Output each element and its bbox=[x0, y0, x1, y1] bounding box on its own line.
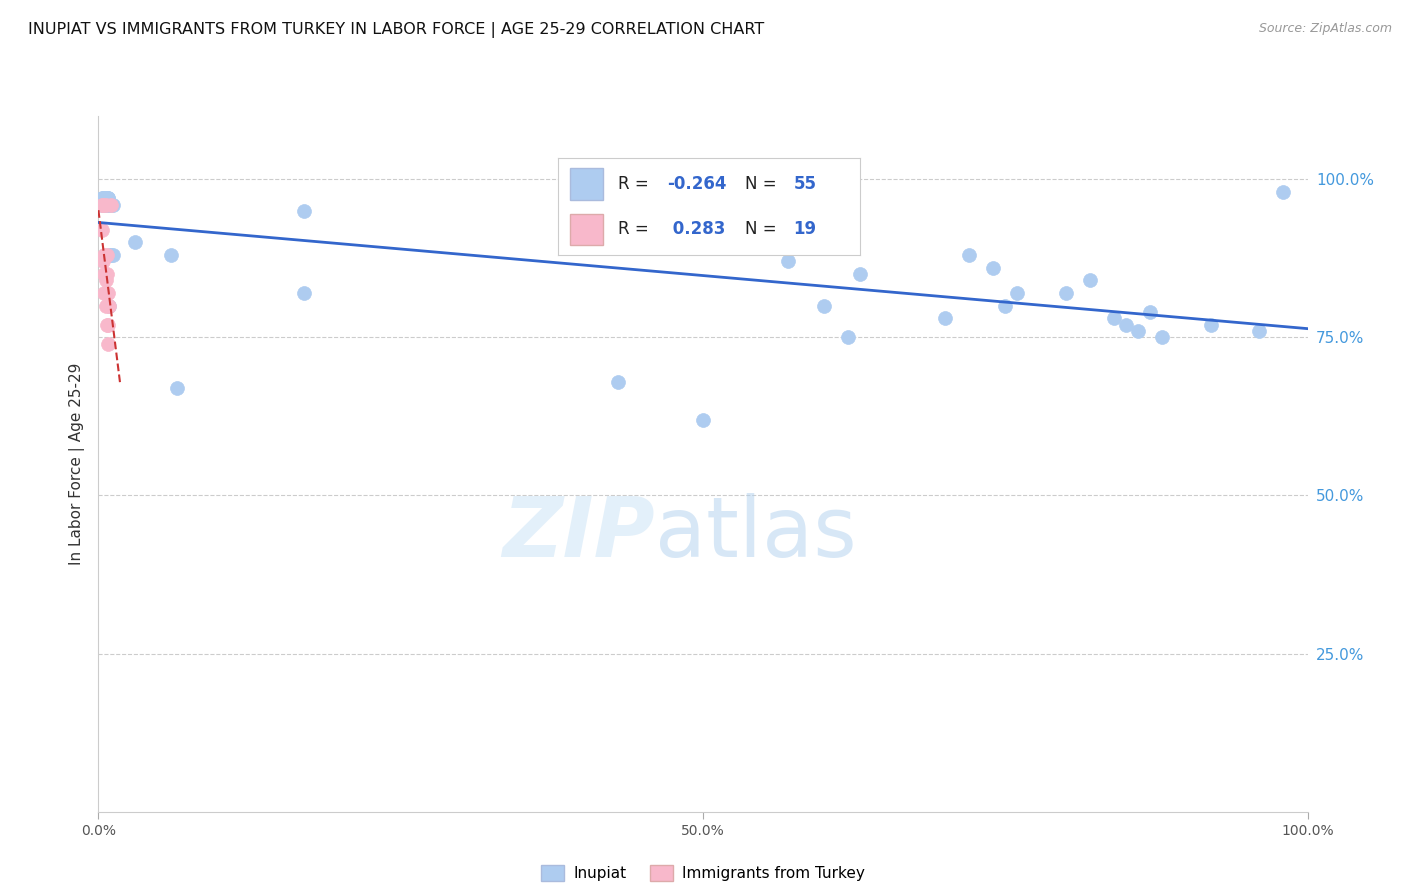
Point bbox=[1054, 286, 1077, 301]
Text: -0.264: -0.264 bbox=[666, 175, 727, 193]
Point bbox=[837, 330, 859, 344]
Point bbox=[91, 197, 114, 211]
Text: INUPIAT VS IMMIGRANTS FROM TURKEY IN LABOR FORCE | AGE 25-29 CORRELATION CHART: INUPIAT VS IMMIGRANTS FROM TURKEY IN LAB… bbox=[28, 22, 765, 38]
Point bbox=[101, 197, 124, 211]
Point bbox=[93, 197, 115, 211]
Point bbox=[97, 191, 120, 205]
Point bbox=[934, 311, 956, 326]
Point bbox=[91, 254, 114, 268]
Point bbox=[96, 286, 118, 301]
Point bbox=[91, 197, 114, 211]
Point bbox=[98, 299, 121, 313]
Point bbox=[994, 299, 1017, 313]
Text: 0.283: 0.283 bbox=[666, 219, 725, 238]
Point bbox=[100, 197, 122, 211]
Point bbox=[100, 197, 122, 211]
Point bbox=[292, 203, 315, 218]
Text: ZIP: ZIP bbox=[502, 493, 655, 574]
Point bbox=[96, 197, 118, 211]
Point bbox=[94, 197, 117, 211]
Point bbox=[1115, 318, 1137, 332]
Point bbox=[93, 286, 115, 301]
Point bbox=[96, 267, 118, 281]
Point bbox=[97, 318, 120, 332]
Point bbox=[160, 248, 183, 262]
Text: 19: 19 bbox=[793, 219, 817, 238]
Point bbox=[813, 299, 835, 313]
Point bbox=[93, 248, 115, 262]
Point bbox=[91, 197, 114, 211]
Text: atlas: atlas bbox=[655, 493, 856, 574]
Point bbox=[166, 381, 188, 395]
Point bbox=[96, 318, 118, 332]
Point bbox=[96, 197, 118, 211]
Bar bbox=[569, 169, 603, 200]
Point bbox=[94, 299, 117, 313]
Point bbox=[1102, 311, 1125, 326]
Point bbox=[94, 273, 117, 287]
Y-axis label: In Labor Force | Age 25-29: In Labor Force | Age 25-29 bbox=[69, 363, 84, 565]
Text: R =: R = bbox=[619, 219, 650, 238]
Point bbox=[1199, 318, 1222, 332]
Text: N =: N = bbox=[745, 219, 778, 238]
Point bbox=[124, 235, 146, 250]
Point bbox=[91, 191, 114, 205]
Point bbox=[607, 375, 630, 389]
Point bbox=[96, 197, 118, 211]
Point bbox=[1272, 185, 1295, 199]
Point bbox=[93, 267, 115, 281]
Point bbox=[98, 299, 121, 313]
Point bbox=[97, 286, 120, 301]
Point bbox=[94, 191, 117, 205]
Point bbox=[94, 191, 117, 205]
Point bbox=[1139, 305, 1161, 319]
Point bbox=[100, 248, 122, 262]
Bar bbox=[569, 214, 603, 245]
Point bbox=[97, 191, 120, 205]
Point bbox=[97, 197, 120, 211]
Text: Source: ZipAtlas.com: Source: ZipAtlas.com bbox=[1258, 22, 1392, 36]
Point bbox=[91, 191, 114, 205]
Point bbox=[96, 191, 118, 205]
Point bbox=[93, 197, 115, 211]
Point bbox=[957, 248, 980, 262]
Text: N =: N = bbox=[745, 175, 778, 193]
Point bbox=[94, 197, 117, 211]
Point bbox=[96, 197, 118, 211]
Point bbox=[91, 197, 114, 211]
Point bbox=[692, 412, 714, 426]
Text: R =: R = bbox=[619, 175, 650, 193]
Point bbox=[97, 336, 120, 351]
Point bbox=[1152, 330, 1174, 344]
Point bbox=[1249, 324, 1271, 338]
Point bbox=[1078, 273, 1101, 287]
Point bbox=[94, 197, 117, 211]
Point bbox=[776, 254, 799, 268]
Point bbox=[98, 248, 121, 262]
Point bbox=[1007, 286, 1029, 301]
Text: 55: 55 bbox=[793, 175, 817, 193]
Point bbox=[981, 260, 1004, 275]
Point bbox=[849, 267, 872, 281]
Point bbox=[97, 197, 120, 211]
Point bbox=[91, 223, 114, 237]
Point bbox=[96, 197, 118, 211]
Point bbox=[292, 286, 315, 301]
Point bbox=[101, 248, 124, 262]
Point bbox=[96, 248, 118, 262]
Point bbox=[1128, 324, 1150, 338]
Point bbox=[93, 197, 115, 211]
Legend: Inupiat, Immigrants from Turkey: Inupiat, Immigrants from Turkey bbox=[536, 859, 870, 888]
Point bbox=[94, 197, 117, 211]
Point bbox=[93, 191, 115, 205]
